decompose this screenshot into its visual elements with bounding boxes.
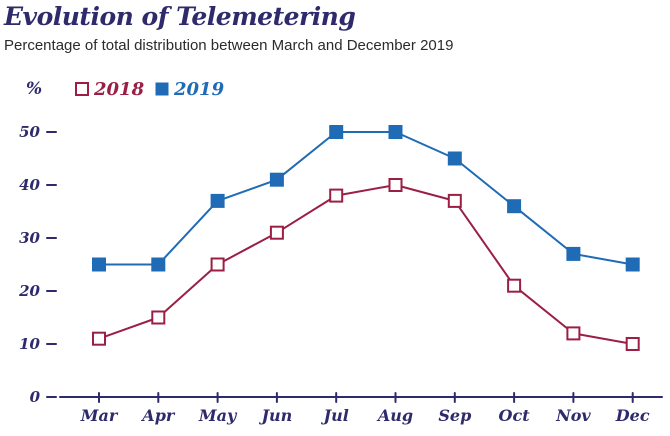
data-point-2019	[447, 151, 462, 166]
data-point-2018	[329, 188, 344, 203]
x-tick-label: Sep	[438, 406, 471, 425]
data-point-2018	[92, 331, 106, 346]
chart-lines	[98, 131, 634, 345]
legend-label-2018: 2018	[93, 79, 145, 100]
chart-title: Evolution of Telemetering	[4, 2, 356, 31]
data-point-2019	[566, 246, 581, 261]
data-point-2018	[507, 278, 522, 293]
legend-marker-2018	[75, 82, 89, 96]
chart-axes: 0 10 20 30 40 50% Mar Apr May Jun Jul Aug Sep Oct Nov D…	[18, 79, 663, 425]
y-tick-label: 20	[18, 282, 40, 300]
x-tick-label: Jul	[321, 406, 349, 425]
data-point-2019	[507, 199, 522, 214]
data-point-2018	[625, 337, 640, 351]
x-tick-label: Nov	[555, 406, 591, 425]
data-point-2018	[566, 326, 581, 341]
y-axis-label: %	[26, 79, 42, 99]
legend-marker-2019	[155, 82, 169, 96]
x-tick-label: May	[198, 406, 238, 425]
data-point-2018	[447, 193, 462, 208]
series-line-2018	[98, 184, 634, 345]
y-tick-label: 0	[30, 388, 41, 406]
x-tick-label: Aug	[376, 406, 413, 425]
y-tick-label: 30	[19, 229, 40, 247]
data-point-2019	[329, 125, 344, 139]
x-tick-label: Oct	[499, 406, 531, 425]
data-point-2018	[210, 257, 225, 272]
series-line-2019	[98, 131, 634, 266]
x-tick-label: Apr	[140, 406, 176, 425]
y-tick-label: 40	[19, 176, 40, 194]
chart-subtitle: Percentage of total distribution between…	[4, 37, 454, 54]
y-tick-label: 50	[19, 123, 40, 141]
data-point-2018	[269, 225, 284, 240]
data-point-2019	[210, 193, 225, 208]
data-point-2018	[388, 178, 403, 192]
legend-label-2019: 2019	[173, 79, 225, 100]
data-point-2018	[151, 310, 166, 325]
y-tick-label: 10	[19, 335, 40, 353]
x-tick-label: Dec	[615, 406, 650, 425]
x-tick-label: Jun	[258, 406, 292, 425]
data-point-2019	[151, 257, 166, 272]
x-tick-label: Mar	[80, 406, 119, 425]
data-point-2019	[269, 172, 284, 187]
data-point-2019	[388, 125, 403, 139]
data-point-2019	[625, 257, 640, 272]
chart-markers	[92, 125, 640, 351]
data-point-2019	[92, 257, 106, 272]
chart-legend: 2018 2019	[75, 79, 225, 100]
